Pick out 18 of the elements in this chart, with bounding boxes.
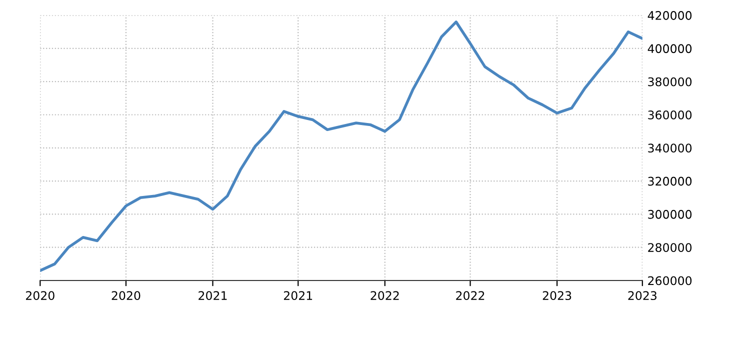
x-tick-label: 2020 — [112, 291, 140, 300]
y-tick-label: 260000 — [648, 276, 692, 286]
y-tick-label: 320000 — [648, 176, 692, 186]
x-tick-label: 2023 — [628, 291, 656, 300]
x-tick-label: 2022 — [456, 291, 484, 300]
line-series — [40, 20, 642, 272]
y-tick-label: 340000 — [648, 144, 692, 153]
y-tick-label: 360000 — [648, 110, 692, 120]
y-tick-label: 380000 — [648, 77, 692, 86]
x-tick-label: 2022 — [370, 291, 399, 300]
x-tick-label: 2021 — [284, 291, 312, 300]
y-tick-label: 300000 — [648, 210, 692, 219]
y-tick-label: 420000 — [648, 11, 692, 20]
y-tick-label: 280000 — [648, 243, 692, 252]
x-tick-label: 2021 — [198, 291, 227, 300]
y-tick-label: 400000 — [648, 44, 692, 54]
x-tick-label: 2020 — [26, 291, 54, 300]
x-tick-label: 2023 — [542, 291, 572, 300]
